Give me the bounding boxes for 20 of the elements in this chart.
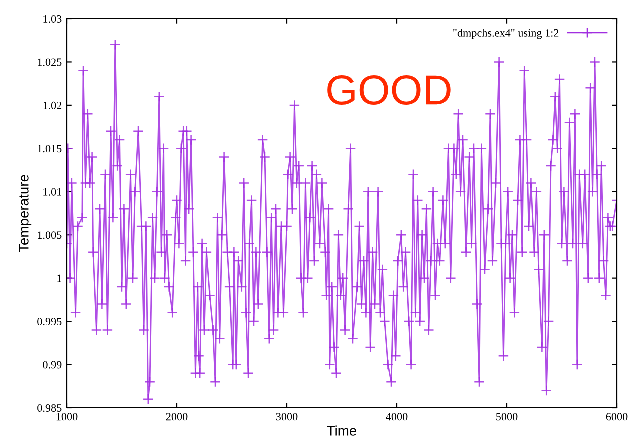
x-axis-title: Time <box>327 426 357 436</box>
x-tick-label: 2000 <box>166 413 188 421</box>
x-tick-label: 5000 <box>496 413 518 421</box>
y-tick-label: 1.03 <box>44 15 62 24</box>
x-tick-label: 6000 <box>606 413 628 421</box>
y-tick-label: 1.02 <box>44 102 62 110</box>
y-tick-label: 0.995 <box>38 318 62 326</box>
y-axis-title: Temperature <box>19 175 32 252</box>
x-tick-label: 1000 <box>56 413 78 421</box>
y-tick-label: 0.985 <box>38 404 62 412</box>
y-tick-label: 1.01 <box>44 188 62 196</box>
x-tick-label: 3000 <box>276 413 298 421</box>
annotation: GOOD <box>328 75 451 105</box>
y-tick-label: 1 <box>58 274 62 282</box>
y-tick-label: 0.99 <box>43 361 62 369</box>
x-tick-label: 4000 <box>386 413 408 421</box>
y-tick-label: 1.005 <box>38 232 62 240</box>
legend-label: "dmpchs.ex4" using 1:2 <box>454 29 559 40</box>
y-tick-label: 1.015 <box>38 145 62 153</box>
y-tick-label: 1.025 <box>38 58 62 66</box>
